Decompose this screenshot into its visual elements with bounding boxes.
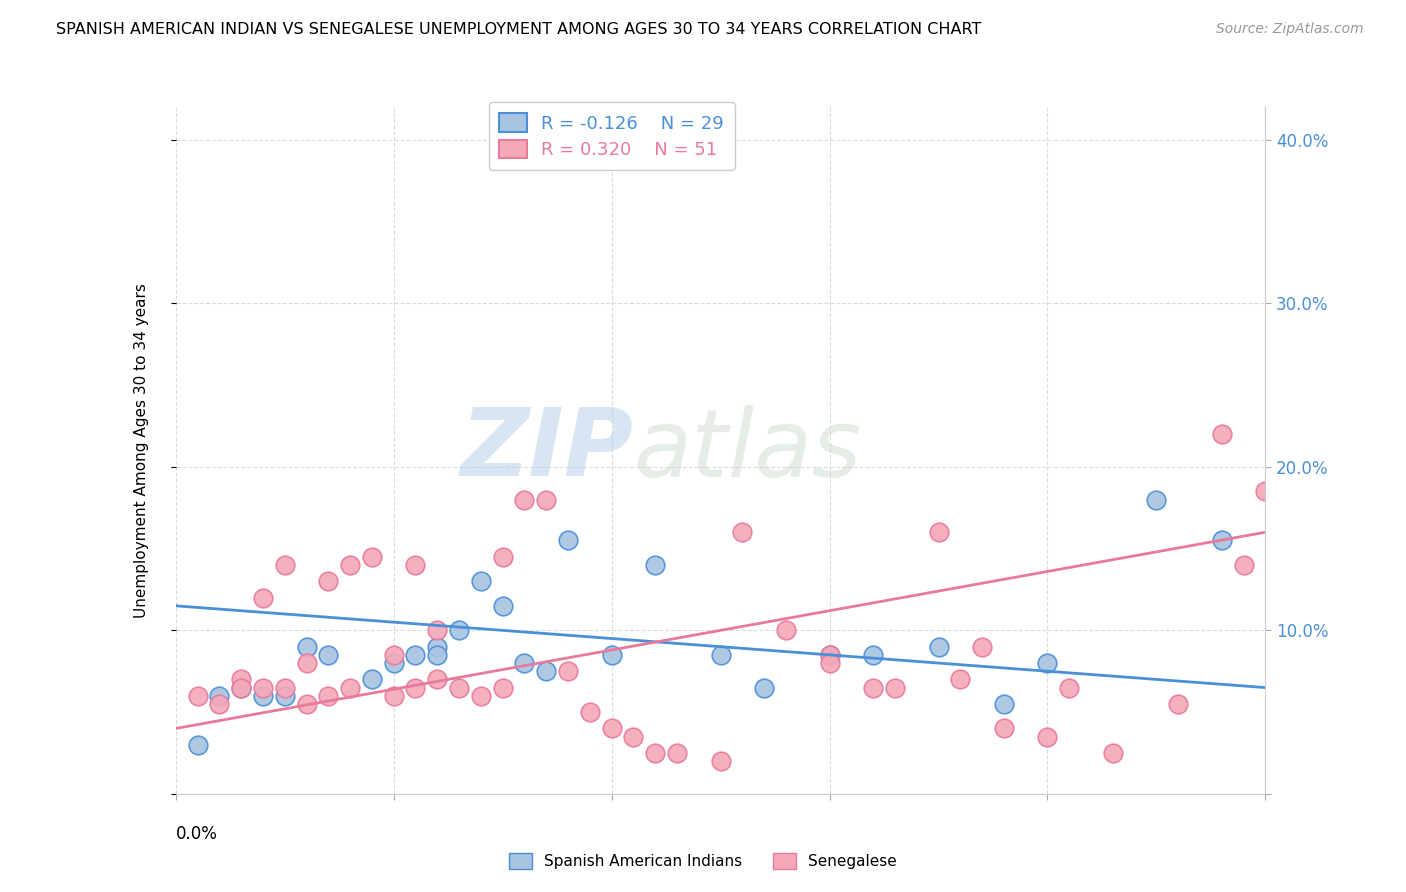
Point: [426, 640, 449, 654]
Point: [252, 689, 274, 703]
Point: [208, 689, 231, 703]
Point: [557, 664, 579, 679]
Point: [1232, 558, 1256, 572]
Point: [426, 673, 449, 687]
Point: [579, 705, 602, 719]
Point: [492, 599, 515, 613]
Point: [1036, 730, 1059, 744]
Point: [1102, 746, 1125, 760]
Point: [295, 640, 318, 654]
Point: [666, 746, 689, 760]
Point: [274, 558, 297, 572]
Point: [252, 591, 274, 605]
Point: [710, 754, 733, 768]
Point: [600, 722, 623, 736]
Point: [382, 656, 405, 670]
Point: [295, 656, 318, 670]
Point: [993, 697, 1015, 711]
Point: [208, 697, 231, 711]
Point: [884, 681, 907, 695]
Legend: R = -0.126    N = 29, R = 0.320    N = 51: R = -0.126 N = 29, R = 0.320 N = 51: [489, 103, 734, 169]
Point: [382, 648, 405, 662]
Point: [775, 624, 797, 638]
Point: [360, 549, 382, 564]
Point: [710, 648, 733, 662]
Point: [186, 689, 209, 703]
Point: [252, 681, 274, 695]
Point: [274, 681, 297, 695]
Point: [470, 574, 492, 589]
Point: [1167, 697, 1189, 711]
Text: Source: ZipAtlas.com: Source: ZipAtlas.com: [1216, 22, 1364, 37]
Text: SPANISH AMERICAN INDIAN VS SENEGALESE UNEMPLOYMENT AMONG AGES 30 TO 34 YEARS COR: SPANISH AMERICAN INDIAN VS SENEGALESE UN…: [56, 22, 981, 37]
Point: [534, 492, 557, 507]
Point: [621, 730, 644, 744]
Point: [862, 681, 884, 695]
Point: [1254, 484, 1277, 499]
Point: [382, 689, 405, 703]
Point: [818, 656, 841, 670]
Legend: Spanish American Indians, Senegalese: Spanish American Indians, Senegalese: [503, 847, 903, 875]
Point: [426, 624, 449, 638]
Point: [426, 648, 449, 662]
Point: [492, 681, 515, 695]
Point: [513, 492, 536, 507]
Point: [644, 746, 666, 760]
Point: [447, 681, 470, 695]
Point: [231, 673, 253, 687]
Point: [447, 624, 470, 638]
Point: [534, 664, 557, 679]
Point: [949, 673, 972, 687]
Y-axis label: Unemployment Among Ages 30 to 34 years: Unemployment Among Ages 30 to 34 years: [135, 283, 149, 618]
Point: [470, 689, 492, 703]
Point: [1144, 492, 1167, 507]
Point: [186, 738, 209, 752]
Point: [405, 558, 427, 572]
Point: [318, 574, 340, 589]
Text: atlas: atlas: [633, 405, 862, 496]
Text: 0.0%: 0.0%: [176, 825, 218, 843]
Point: [1036, 656, 1059, 670]
Point: [492, 549, 515, 564]
Point: [818, 648, 841, 662]
Point: [339, 558, 361, 572]
Point: [928, 525, 950, 540]
Point: [1211, 427, 1233, 442]
Text: ZIP: ZIP: [461, 404, 633, 497]
Point: [513, 656, 536, 670]
Point: [231, 681, 253, 695]
Point: [295, 697, 318, 711]
Point: [731, 525, 754, 540]
Point: [1057, 681, 1080, 695]
Point: [993, 722, 1015, 736]
Point: [818, 648, 841, 662]
Point: [274, 689, 297, 703]
Point: [862, 648, 884, 662]
Point: [928, 640, 950, 654]
Point: [970, 640, 993, 654]
Point: [318, 689, 340, 703]
Point: [754, 681, 776, 695]
Point: [318, 648, 340, 662]
Point: [557, 533, 579, 548]
Point: [405, 681, 427, 695]
Point: [600, 648, 623, 662]
Point: [339, 681, 361, 695]
Point: [405, 648, 427, 662]
Point: [644, 558, 666, 572]
Point: [231, 681, 253, 695]
Point: [360, 673, 382, 687]
Point: [1211, 533, 1233, 548]
